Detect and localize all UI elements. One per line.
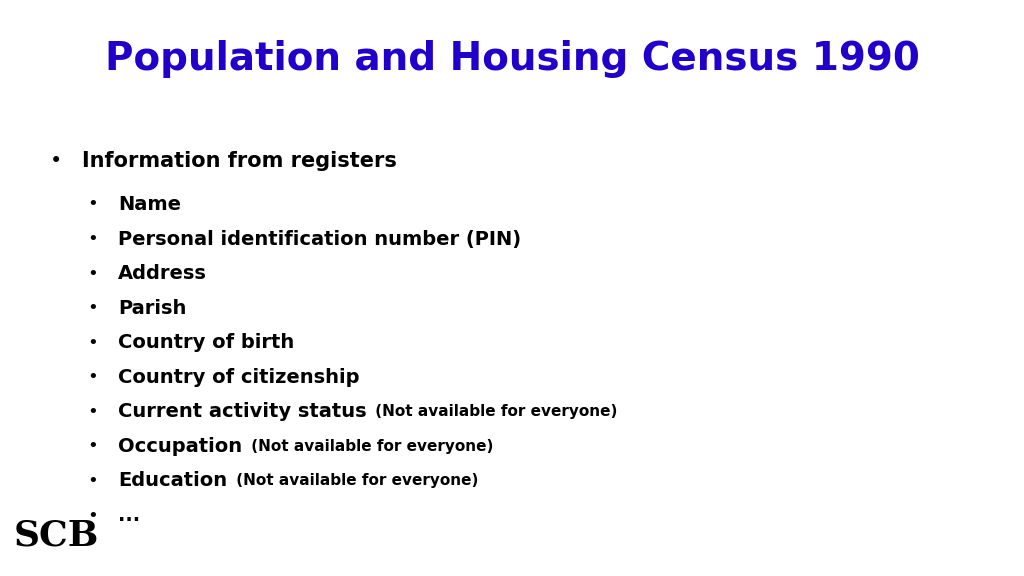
Text: •: • — [87, 230, 97, 248]
Text: •: • — [87, 506, 97, 525]
Text: Address: Address — [118, 264, 207, 283]
Text: •: • — [87, 264, 97, 283]
Text: •: • — [50, 151, 62, 171]
Text: Parish: Parish — [118, 299, 186, 317]
Text: (Not available for everyone): (Not available for everyone) — [246, 439, 494, 454]
Text: SCB: SCB — [13, 519, 99, 553]
Text: •: • — [87, 299, 97, 317]
Text: •: • — [87, 437, 97, 456]
Text: (Not available for everyone): (Not available for everyone) — [231, 473, 478, 488]
Text: Personal identification number (PIN): Personal identification number (PIN) — [118, 230, 521, 248]
Text: Education: Education — [118, 472, 227, 490]
Text: •: • — [87, 472, 97, 490]
Text: •: • — [87, 334, 97, 352]
Text: Name: Name — [118, 195, 181, 214]
Text: •: • — [87, 195, 97, 214]
Text: •: • — [87, 368, 97, 386]
Text: ...: ... — [118, 506, 140, 525]
Text: Information from registers: Information from registers — [82, 151, 396, 171]
Text: Occupation: Occupation — [118, 437, 242, 456]
Text: Current activity status: Current activity status — [118, 403, 367, 421]
Text: (Not available for everyone): (Not available for everyone) — [371, 404, 617, 419]
Text: Country of birth: Country of birth — [118, 334, 294, 352]
Text: Population and Housing Census 1990: Population and Housing Census 1990 — [104, 40, 920, 78]
Text: •: • — [87, 403, 97, 421]
Text: Country of citizenship: Country of citizenship — [118, 368, 359, 386]
